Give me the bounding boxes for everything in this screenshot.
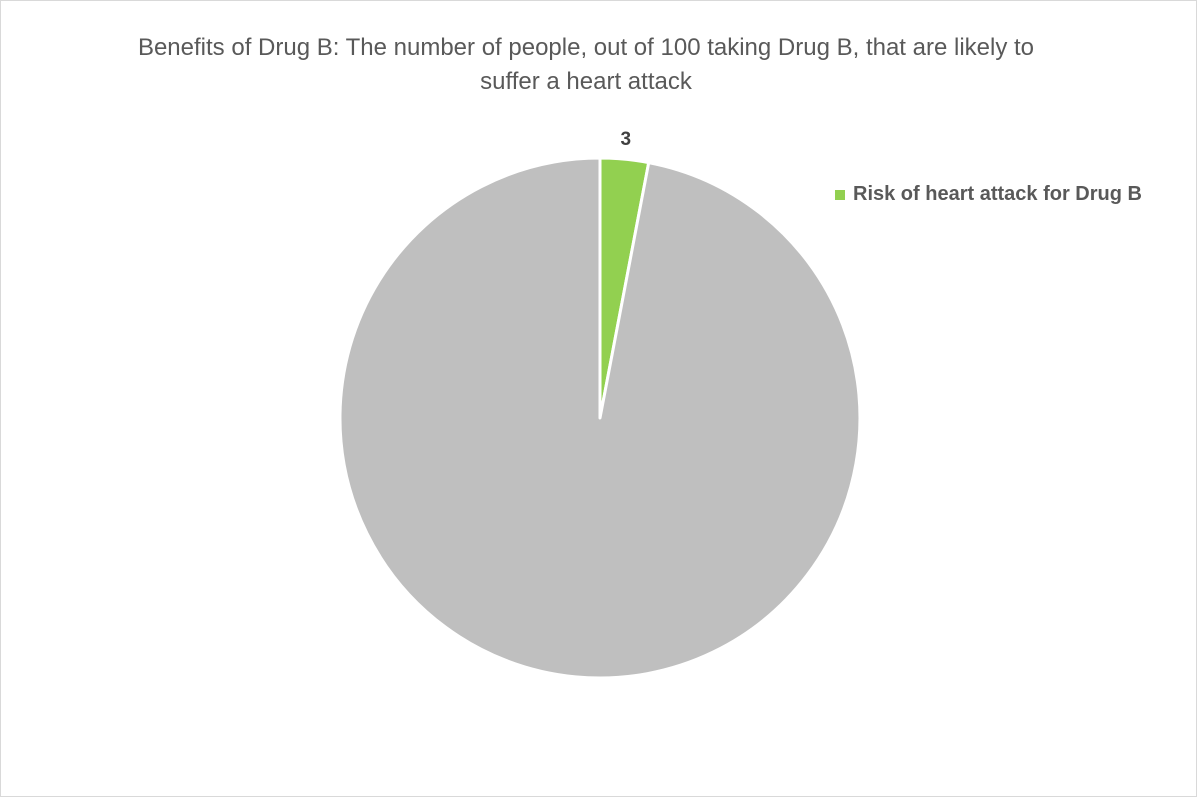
pie-labels: 3 — [621, 129, 632, 150]
pie-slices — [338, 156, 862, 680]
data-label-0: 3 — [621, 129, 632, 150]
legend: Risk of heart attack for Drug B — [835, 183, 1142, 206]
pie-slice-1 — [338, 156, 862, 680]
chart-title: Benefits of Drug B: The number of people… — [137, 34, 1035, 95]
legend-label: Risk of heart attack for Drug B — [853, 183, 1142, 205]
legend-swatch — [835, 189, 845, 200]
